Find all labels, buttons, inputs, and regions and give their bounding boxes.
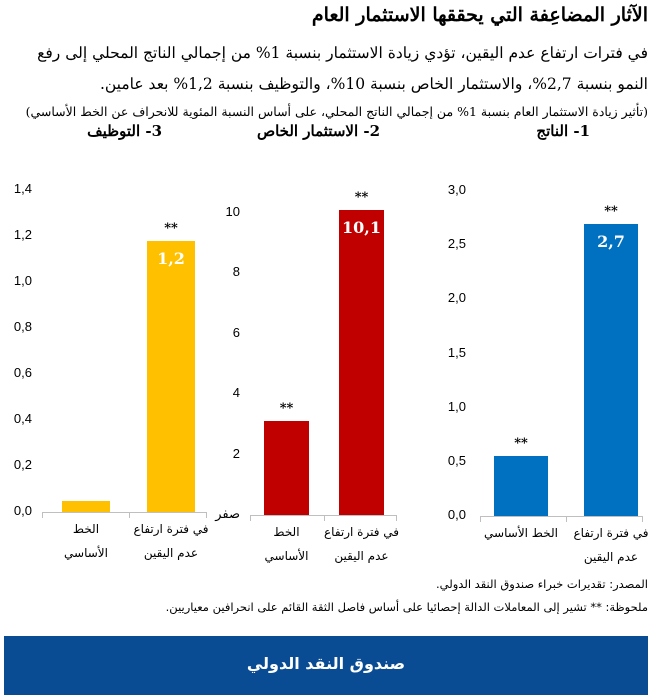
x-tick [566, 516, 567, 522]
data-label: 10,1 [342, 217, 381, 237]
y-tick-label: 4 [232, 385, 240, 401]
y-tick-label: 0,2 [13, 457, 32, 472]
y-tick-label: 10 [225, 204, 240, 219]
bar [494, 456, 548, 516]
units-note: (تأثير زيادة الاستثمار العام بنسبة 1% من… [25, 104, 648, 119]
y-tick-label: 0,8 [13, 319, 32, 334]
x-tick [642, 516, 643, 522]
x-tick [250, 515, 251, 521]
category-label: في فترة ارتفاع [133, 522, 209, 536]
bar [339, 209, 384, 515]
y-tick-label: 8 [232, 264, 240, 280]
y-tick-label: 3,0 [447, 182, 466, 197]
imf-banner[interactable]: صندوق النقد الدولي [4, 636, 648, 695]
category-label: الأساسي [264, 549, 309, 563]
x-tick [480, 516, 481, 522]
category-label: الخط الأساسي [484, 526, 558, 540]
category-label: في فترة ارتفاع [573, 526, 649, 540]
significance-marker: ** [164, 220, 178, 236]
y-tick-label: 2,5 [447, 236, 466, 252]
y-tick-label: 1,2 [13, 227, 32, 242]
data-label: 1,2 [157, 248, 185, 268]
significance-note: ملحوظة: ** تشير إلى المعاملات الدالة إحص… [165, 600, 648, 614]
data-label: 2,7 [597, 231, 625, 251]
significance-marker: ** [604, 203, 618, 219]
chart-title: 2- الاستثمار الخاص [256, 122, 380, 140]
category-label: عدم اليقين [583, 550, 639, 564]
y-tick-label: 0,5 [447, 452, 466, 468]
x-tick [396, 515, 397, 521]
x-tick [42, 512, 43, 518]
x-tick [128, 512, 130, 518]
chart-title: 3- التوظيف [87, 122, 162, 140]
significance-marker: ** [354, 189, 369, 205]
y-tick-label: 0,0 [447, 507, 466, 522]
x-axis [250, 515, 396, 516]
chart-title: 1- الناتج [536, 122, 590, 140]
bar [264, 421, 309, 515]
source-note: المصدر: تقديرات خبراء صندوق النقد الدولي… [435, 577, 648, 591]
y-tick-label: 1,4 [13, 181, 32, 196]
y-tick-label: 6 [232, 324, 240, 340]
bar [584, 223, 638, 516]
y-tick-label: 1,0 [13, 273, 32, 288]
y-tick-label: 0,6 [13, 365, 32, 380]
bar [147, 240, 195, 512]
subtitle: في فترات ارتفاع عدم اليقين، تؤدي زيادة ا… [37, 44, 648, 93]
significance-marker: ** [514, 436, 528, 452]
y-tick-label: 0,0 [13, 503, 32, 518]
y-tick-label: 2,0 [447, 290, 466, 306]
bar [62, 500, 110, 512]
category-label: عدم اليقين [334, 549, 389, 563]
y-tick-label: 0,4 [13, 411, 32, 426]
y-tick-label: 1,5 [447, 344, 466, 360]
x-axis [480, 516, 642, 517]
category-label: الخط [273, 525, 300, 539]
significance-marker: ** [279, 401, 294, 417]
x-axis [42, 512, 206, 513]
y-tick-label: 2 [232, 445, 240, 461]
y-tick-label: 1,0 [447, 398, 466, 414]
category-label: عدم اليقين [143, 546, 199, 560]
category-label: في فترة ارتفاع [324, 525, 399, 539]
category-label: الخط [72, 522, 100, 536]
y-tick-label: صفر [215, 506, 240, 521]
page-title: الآثار المضاعِفة التي يحققها الاستثمار ا… [311, 4, 648, 26]
category-label: الأساسي [64, 546, 108, 560]
x-tick [206, 512, 207, 518]
x-tick [324, 515, 325, 521]
